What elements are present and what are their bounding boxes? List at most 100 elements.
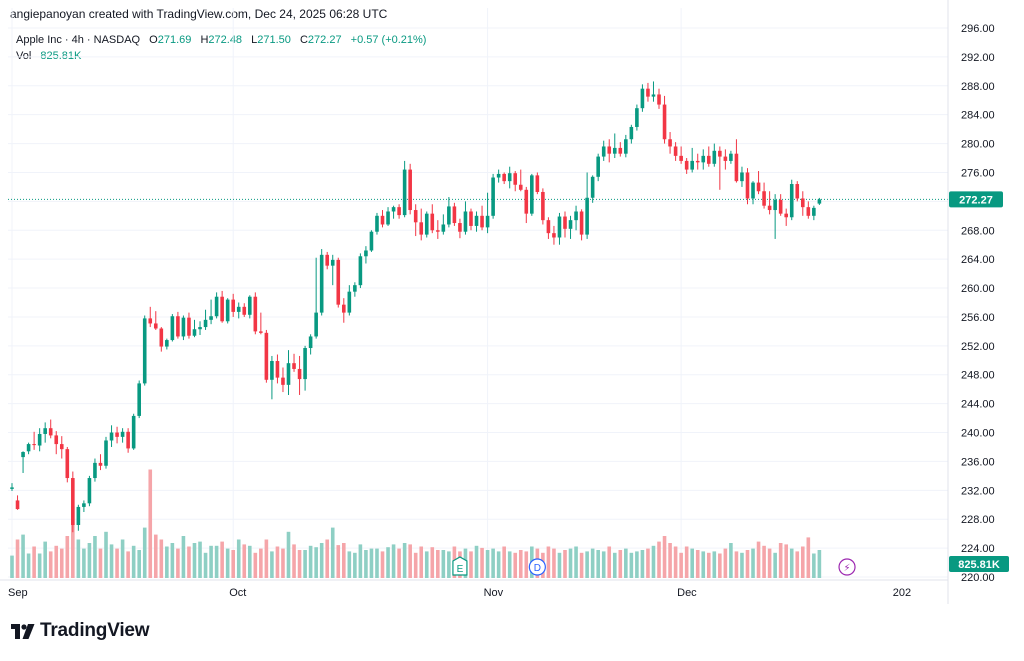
x-tick-label: 202: [893, 587, 911, 599]
candle-body: [325, 254, 330, 266]
candle-body: [496, 173, 501, 178]
volume-bar: [480, 547, 484, 578]
candle-body: [336, 259, 341, 305]
volume-bar: [723, 548, 728, 578]
volume-bar: [93, 536, 97, 578]
candle-body: [353, 285, 357, 292]
y-tick-label: 284.00: [961, 110, 995, 122]
candle: [126, 428, 130, 453]
volume-bar: [380, 551, 385, 578]
candle: [48, 419, 53, 439]
candle-body: [585, 197, 589, 235]
candle: [485, 192, 490, 234]
candle-body: [220, 296, 224, 322]
volume-bar: [441, 550, 446, 578]
volume-bar: [491, 548, 495, 578]
candle: [751, 181, 755, 205]
candle-body: [225, 299, 230, 322]
candle-body: [176, 316, 180, 337]
candle: [579, 209, 584, 241]
candle-body: [281, 377, 285, 385]
volume-bar: [187, 546, 191, 578]
candle: [618, 142, 623, 157]
candle: [32, 431, 36, 450]
y-tick-label: 292.00: [961, 52, 995, 64]
candle: [480, 205, 484, 231]
volume-bar: [657, 541, 661, 578]
candle-body: [286, 363, 291, 385]
candle: [192, 319, 197, 338]
candle-body: [430, 213, 435, 231]
volume-bar: [729, 543, 733, 578]
candle-body: [502, 173, 506, 182]
candle-body: [397, 207, 401, 216]
candle-body: [408, 169, 412, 211]
volume-bar: [198, 541, 202, 578]
volume-bar: [26, 553, 31, 578]
candle-body: [507, 173, 512, 182]
candle: [706, 146, 711, 167]
volume-bar: [496, 551, 501, 578]
candle-body: [530, 175, 534, 214]
candle: [817, 197, 822, 205]
volume-bar: [87, 543, 92, 578]
candle: [397, 204, 401, 219]
candle-body: [706, 155, 711, 164]
candle-body: [131, 415, 136, 449]
candle: [325, 251, 330, 270]
candle-body: [646, 88, 650, 97]
tradingview-logo[interactable]: TradingView: [11, 620, 150, 642]
volume-bar: [640, 550, 645, 578]
candle: [563, 211, 567, 238]
candle: [209, 299, 213, 325]
last-volume-badge-bg: [949, 556, 1009, 572]
candle-body: [231, 299, 235, 312]
candle: [762, 182, 766, 209]
candle-body: [485, 215, 490, 228]
volume-bar: [701, 551, 706, 578]
tradingview-logo-icon: [11, 623, 35, 639]
candle-body: [358, 256, 363, 286]
y-tick-label: 288.00: [961, 81, 995, 93]
candle: [408, 163, 412, 215]
candle: [176, 311, 180, 339]
candle: [701, 149, 706, 170]
candle: [518, 169, 523, 192]
candle-body: [181, 317, 186, 337]
volume-bar: [590, 548, 595, 578]
candle: [474, 211, 479, 232]
candle: [651, 81, 656, 102]
candle: [87, 475, 92, 507]
y-tick-label: 276.00: [961, 167, 995, 179]
candle-body: [214, 296, 219, 317]
symbol-label[interactable]: Apple Inc · 4h · NASDAQ: [16, 34, 141, 46]
volume-bar: [358, 544, 363, 578]
candle-body: [436, 230, 440, 232]
candle: [281, 367, 285, 393]
candle: [596, 153, 600, 182]
candle: [71, 471, 75, 533]
candle-body: [513, 173, 518, 185]
candle-body: [762, 191, 766, 206]
candle-body: [159, 328, 164, 347]
volume-label: Vol: [16, 50, 32, 62]
candle-body: [314, 312, 318, 337]
candle-body: [165, 340, 169, 347]
candle-body: [552, 233, 556, 238]
candle-body: [413, 210, 418, 223]
candle-body: [767, 205, 772, 211]
candle: [513, 171, 518, 192]
candle: [530, 173, 534, 216]
volume-bar: [353, 552, 357, 578]
candle-body: [192, 329, 197, 336]
candle-body: [745, 172, 750, 199]
volume-bar: [546, 546, 551, 578]
volume-bar: [308, 545, 313, 578]
volume-bar: [413, 552, 418, 578]
volume-bar: [624, 548, 628, 578]
volume-legend-row: Vol 825.81K: [16, 48, 426, 64]
tradingview-logo-text: TradingView: [40, 620, 150, 641]
candle-body: [751, 182, 755, 199]
volume-bar: [342, 543, 346, 578]
